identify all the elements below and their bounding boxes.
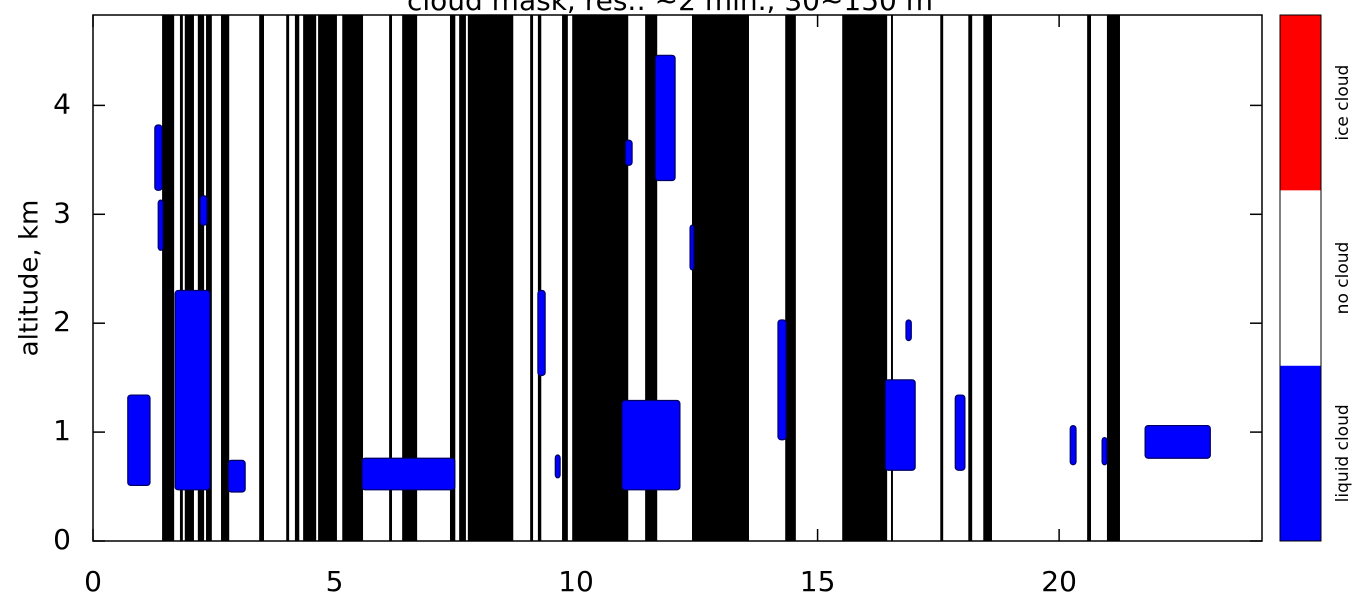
- data-gap: [184, 15, 194, 541]
- cloud-patch: [554, 454, 561, 479]
- y-tick-label: 4: [53, 87, 71, 120]
- data-gap: [402, 15, 418, 541]
- data-gap: [206, 15, 212, 541]
- cloud-patch: [157, 199, 164, 251]
- data-gap: [259, 15, 265, 541]
- y-tick-label: 1: [53, 414, 71, 447]
- data-gap: [449, 15, 456, 541]
- x-tick-label: 5: [326, 565, 344, 598]
- x-tick-label: 10: [558, 565, 594, 598]
- data-gap: [983, 15, 992, 541]
- data-gap: [294, 15, 300, 541]
- data-gap: [179, 15, 183, 541]
- legend-swatch: [1280, 190, 1321, 366]
- data-gap: [572, 15, 629, 541]
- y-tick-label: 2: [53, 305, 71, 338]
- data-gap: [197, 15, 205, 541]
- y-tick-label: 0: [53, 523, 71, 556]
- cloud-patch: [1069, 424, 1077, 466]
- cloud-patch: [174, 289, 211, 491]
- data-gap: [891, 15, 893, 541]
- x-tick-label: 15: [800, 565, 836, 598]
- cloud-patch: [1144, 424, 1211, 459]
- data-gap: [286, 15, 290, 541]
- cloud-patch: [227, 459, 246, 493]
- cloud-patch: [884, 379, 916, 471]
- legend-frame: [1279, 14, 1322, 542]
- data-gap: [530, 15, 534, 541]
- cloud-patch: [777, 319, 787, 441]
- cloud-patch: [537, 289, 546, 377]
- cloud-patch: [1101, 436, 1108, 466]
- data-gap: [691, 15, 749, 541]
- data-gap: [459, 15, 466, 541]
- cloud-patch: [361, 457, 456, 491]
- plot-frame: [92, 14, 1263, 542]
- cloud-patch: [624, 139, 633, 166]
- data-gap: [785, 15, 796, 541]
- legend-label: no cloud: [1333, 242, 1353, 315]
- cloud-patch: [954, 394, 966, 471]
- legend-swatch: [1280, 365, 1321, 541]
- cloud-patch: [905, 319, 912, 342]
- cloud-patch: [654, 54, 676, 182]
- data-gap: [1106, 15, 1120, 541]
- data-gap: [940, 15, 944, 541]
- legend-label: ice cloud: [1333, 65, 1353, 141]
- data-gap: [562, 15, 568, 541]
- data-gap: [221, 15, 230, 541]
- y-tick-label: 3: [53, 196, 71, 229]
- data-gap: [537, 15, 542, 541]
- data-gap: [342, 15, 364, 541]
- cloud-patch: [689, 224, 695, 271]
- data-gap: [968, 15, 973, 541]
- cloud-patch: [199, 195, 208, 226]
- data-gap: [467, 15, 514, 541]
- data-gap: [303, 15, 317, 541]
- data-gap: [318, 15, 337, 541]
- data-gap: [842, 15, 888, 541]
- x-tick-label: 0: [84, 565, 102, 598]
- chart-title: cloud mask, res.: ~2 min., 30~150 m: [407, 0, 933, 17]
- legend-label: liquid cloud: [1333, 404, 1353, 502]
- data-gap: [389, 15, 393, 541]
- cloud-patch: [127, 394, 151, 487]
- data-gap: [162, 15, 175, 541]
- cloud-patch: [621, 399, 681, 491]
- legend-swatch: [1280, 15, 1321, 191]
- data-gap: [1087, 15, 1091, 541]
- y-axis-label: altitude, km: [15, 200, 45, 357]
- x-tick-label: 20: [1041, 565, 1077, 598]
- cloud-patch: [154, 124, 163, 191]
